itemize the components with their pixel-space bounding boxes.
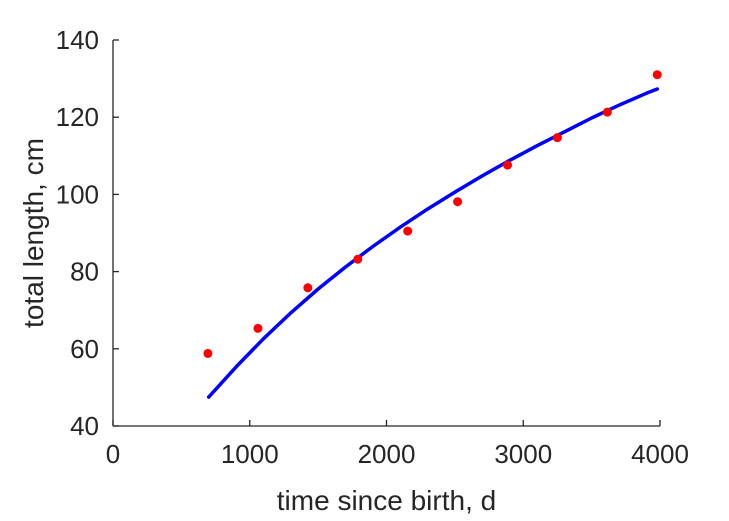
x-tick-label: 1000 xyxy=(221,439,279,469)
data-point xyxy=(303,283,313,293)
y-tick-label: 40 xyxy=(70,411,99,441)
y-ticks: 40 60 80 100 120 140 xyxy=(56,25,119,441)
x-tick-label: 0 xyxy=(106,439,120,469)
data-point xyxy=(552,133,562,143)
x-tick-label: 4000 xyxy=(631,439,689,469)
data-point xyxy=(602,107,612,117)
data-point xyxy=(652,70,662,80)
axes xyxy=(112,40,660,427)
series-layer xyxy=(203,70,662,399)
y-tick-label: 60 xyxy=(70,334,99,364)
data-point xyxy=(503,160,513,170)
y-axis-label: total length, cm xyxy=(18,138,49,328)
data-point xyxy=(203,348,213,358)
fit-curve-line xyxy=(206,87,660,399)
x-axis-label: time since birth, d xyxy=(277,485,496,516)
x-tick-label: 3000 xyxy=(494,439,552,469)
y-tick-label: 100 xyxy=(56,179,99,209)
data-point xyxy=(253,323,263,333)
x-ticks: 0 1000 2000 3000 4000 xyxy=(106,420,689,469)
y-tick-label: 140 xyxy=(56,25,99,55)
data-point xyxy=(403,226,413,236)
y-tick-label: 120 xyxy=(56,102,99,132)
y-tick-label: 80 xyxy=(70,257,99,287)
x-tick-label: 2000 xyxy=(358,439,416,469)
data-point xyxy=(353,254,363,264)
data-point xyxy=(453,197,463,207)
